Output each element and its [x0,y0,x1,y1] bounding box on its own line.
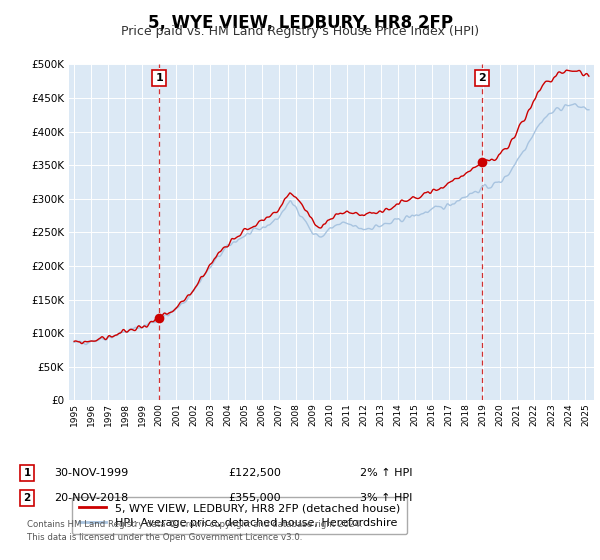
Text: 3% ↑ HPI: 3% ↑ HPI [360,493,412,503]
Text: £355,000: £355,000 [228,493,281,503]
Text: Price paid vs. HM Land Registry's House Price Index (HPI): Price paid vs. HM Land Registry's House … [121,25,479,38]
Text: 1: 1 [23,468,31,478]
Text: Contains HM Land Registry data © Crown copyright and database right 2024.: Contains HM Land Registry data © Crown c… [27,520,362,529]
Text: 30-NOV-1999: 30-NOV-1999 [54,468,128,478]
Text: 20-NOV-2018: 20-NOV-2018 [54,493,128,503]
Text: £122,500: £122,500 [228,468,281,478]
Text: This data is licensed under the Open Government Licence v3.0.: This data is licensed under the Open Gov… [27,533,302,542]
Text: 2: 2 [478,73,486,83]
Text: 5, WYE VIEW, LEDBURY, HR8 2FP: 5, WYE VIEW, LEDBURY, HR8 2FP [148,14,452,32]
Text: 2: 2 [23,493,31,503]
Text: 2% ↑ HPI: 2% ↑ HPI [360,468,413,478]
Text: 1: 1 [155,73,163,83]
Legend: 5, WYE VIEW, LEDBURY, HR8 2FP (detached house), HPI: Average price, detached hou: 5, WYE VIEW, LEDBURY, HR8 2FP (detached … [72,497,407,534]
